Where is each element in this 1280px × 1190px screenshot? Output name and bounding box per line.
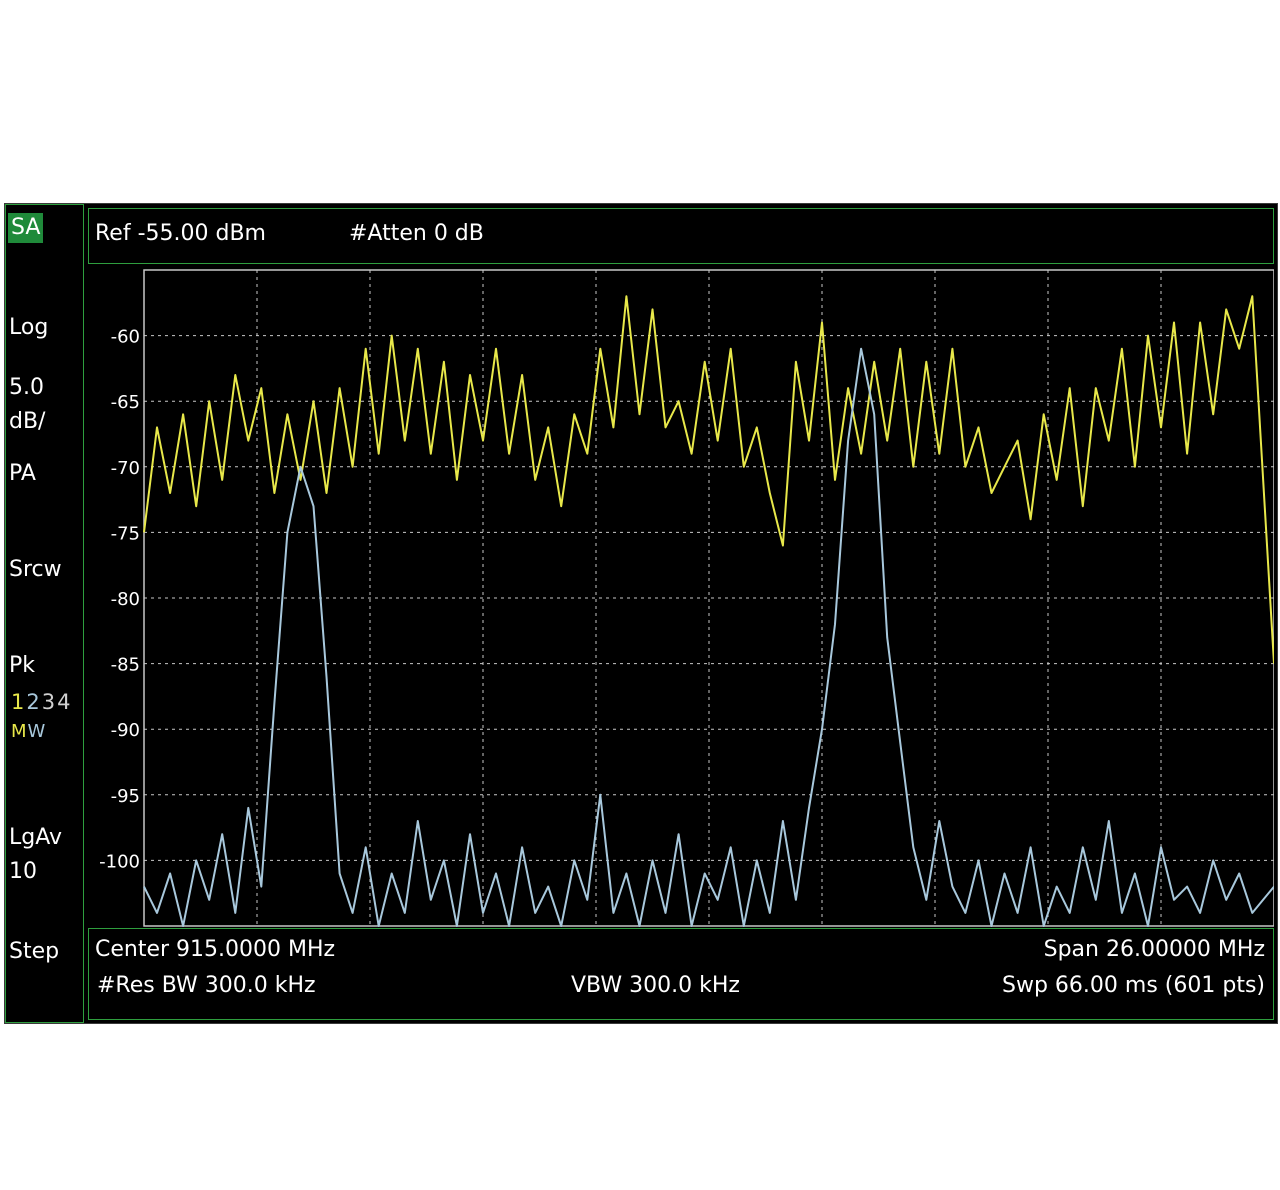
- center-frequency-readout[interactable]: Center 915.0000 MHz: [95, 937, 336, 962]
- y-tick-label: -85: [111, 655, 140, 676]
- sweep-mode-label: Srcw: [9, 557, 62, 582]
- sweep-readout[interactable]: Swp 66.00 ms (601 pts): [1002, 973, 1265, 998]
- trace-modes: MW: [11, 719, 46, 745]
- y-tick-label: -60: [111, 327, 140, 348]
- trace-2-number[interactable]: 2: [26, 690, 42, 714]
- settings-sidebar: SA Log 5.0 dB/ PA Srcw Pk 1234 MW LgAv 1…: [5, 204, 84, 1023]
- scale-type-label: Log: [9, 315, 49, 340]
- trace-2-mode: W: [27, 721, 47, 742]
- trace-1-number[interactable]: 1: [11, 690, 27, 714]
- preamp-label: PA: [9, 461, 36, 486]
- scale-value-label: 5.0: [9, 375, 44, 400]
- y-tick-label: -70: [111, 458, 140, 479]
- attenuation-readout[interactable]: #Atten 0 dB: [349, 221, 484, 246]
- trace-1-mode: M: [11, 721, 28, 742]
- analyzer-screen: SA Log 5.0 dB/ PA Srcw Pk 1234 MW LgAv 1…: [4, 203, 1278, 1024]
- vbw-readout[interactable]: VBW 300.0 kHz: [571, 973, 740, 998]
- y-tick-label: -65: [111, 392, 140, 413]
- step-label[interactable]: Step: [9, 939, 60, 964]
- ref-level-readout[interactable]: Ref -55.00 dBm: [95, 221, 266, 246]
- y-tick-label: -95: [111, 786, 140, 807]
- scale-unit-label: dB/: [9, 409, 46, 434]
- span-readout[interactable]: Span 26.00000 MHz: [1043, 937, 1265, 962]
- y-tick-label: -100: [99, 851, 140, 872]
- trace-2-line: [143, 347, 1274, 927]
- average-type-label: LgAv: [9, 825, 63, 850]
- detector-label: Pk: [9, 653, 36, 678]
- y-tick-label: -90: [111, 720, 140, 741]
- trace-numbers: 1234: [11, 689, 73, 715]
- spectrum-plot: -60 -65 -70 -75 -80 -85 -90 -95 -100: [99, 269, 1274, 927]
- footer-bar: Center 915.0000 MHz Span 26.00000 MHz #R…: [88, 928, 1274, 1020]
- mode-badge[interactable]: SA: [8, 213, 44, 243]
- trace-4-number[interactable]: 4: [57, 690, 73, 714]
- trace-3-number[interactable]: 3: [41, 690, 58, 714]
- trace-1-line: [143, 295, 1274, 664]
- y-tick-label: -75: [111, 523, 140, 544]
- res-bw-readout[interactable]: #Res BW 300.0 kHz: [97, 973, 316, 998]
- y-tick-label: -80: [111, 589, 140, 610]
- average-count-label: 10: [9, 859, 37, 884]
- header-bar: Ref -55.00 dBm #Atten 0 dB: [88, 208, 1274, 264]
